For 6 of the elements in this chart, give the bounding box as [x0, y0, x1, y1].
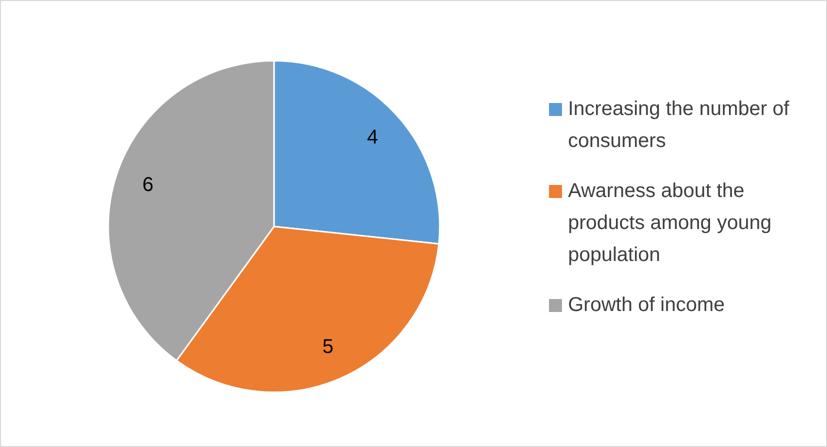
data-label: 4 [366, 126, 378, 148]
legend-label: Awarness about the products among young population [568, 179, 772, 268]
data-label: 5 [322, 336, 334, 358]
legend-label: Increasing the number of consumers [568, 97, 790, 154]
data-label: 6 [142, 174, 154, 196]
legend-label: Growth of income [568, 293, 725, 318]
